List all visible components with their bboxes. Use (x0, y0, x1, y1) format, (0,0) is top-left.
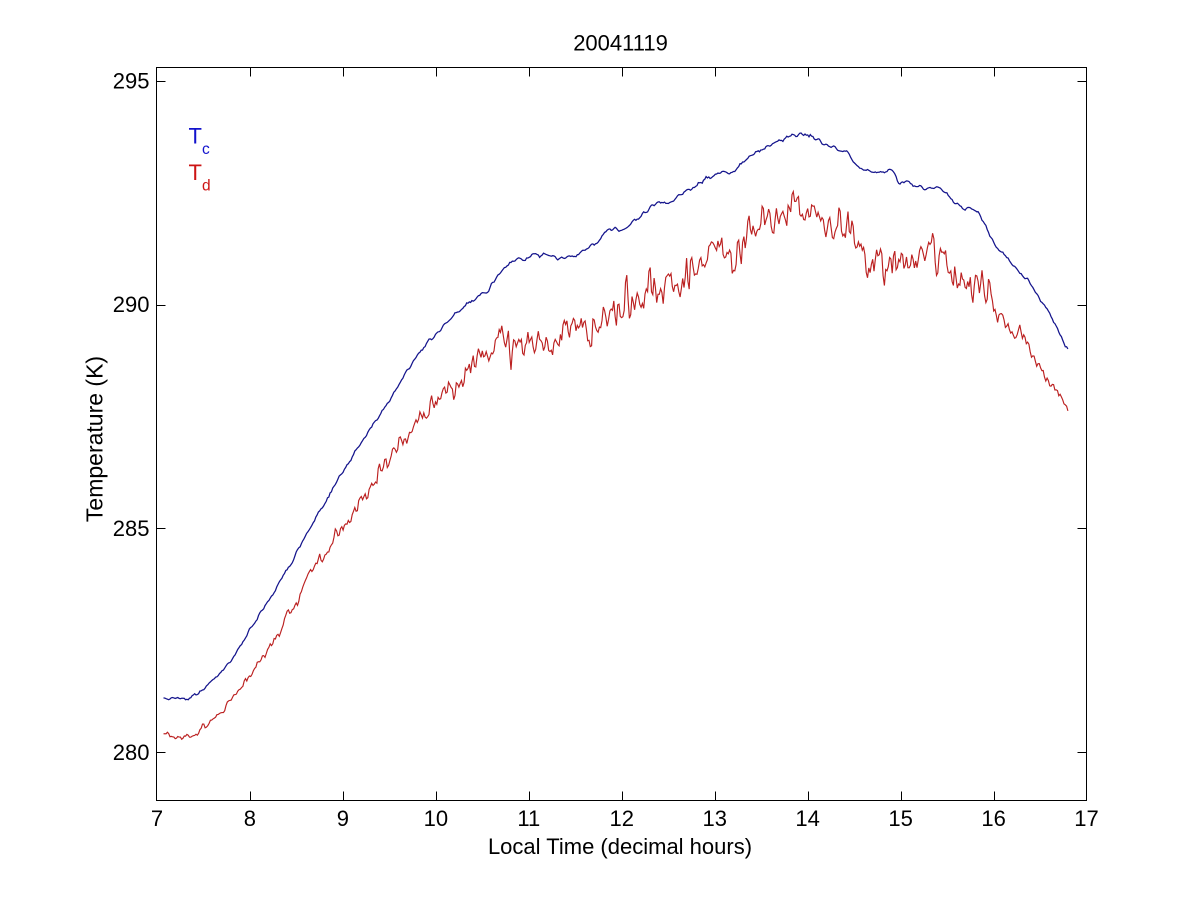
svg-text:16: 16 (981, 806, 1005, 831)
svg-text:7: 7 (151, 806, 163, 831)
svg-text:12: 12 (610, 806, 634, 831)
svg-text:295: 295 (113, 69, 150, 94)
svg-text:285: 285 (113, 516, 150, 541)
svg-text:280: 280 (113, 740, 150, 765)
svg-text:T: T (189, 124, 202, 149)
svg-text:8: 8 (244, 806, 256, 831)
svg-text:20041119: 20041119 (573, 31, 668, 56)
svg-text:Temperature (K): Temperature (K) (82, 356, 108, 522)
svg-text:290: 290 (113, 292, 150, 317)
svg-text:T: T (189, 160, 202, 185)
svg-text:10: 10 (424, 806, 448, 831)
svg-text:Local Time (decimal hours): Local Time (decimal hours) (488, 834, 752, 859)
svg-text:14: 14 (795, 806, 819, 831)
svg-text:d: d (202, 178, 211, 195)
svg-text:c: c (202, 141, 210, 158)
svg-text:13: 13 (702, 806, 726, 831)
svg-text:9: 9 (337, 806, 349, 831)
svg-text:15: 15 (888, 806, 912, 831)
svg-text:17: 17 (1074, 806, 1098, 831)
svg-text:11: 11 (517, 806, 540, 831)
